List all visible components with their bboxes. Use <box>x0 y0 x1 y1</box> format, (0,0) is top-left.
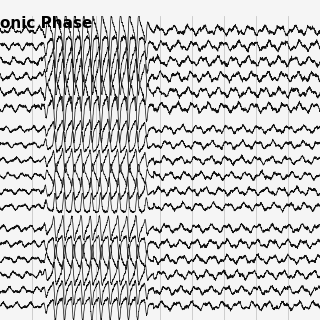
Text: onic Phase: onic Phase <box>0 16 92 31</box>
